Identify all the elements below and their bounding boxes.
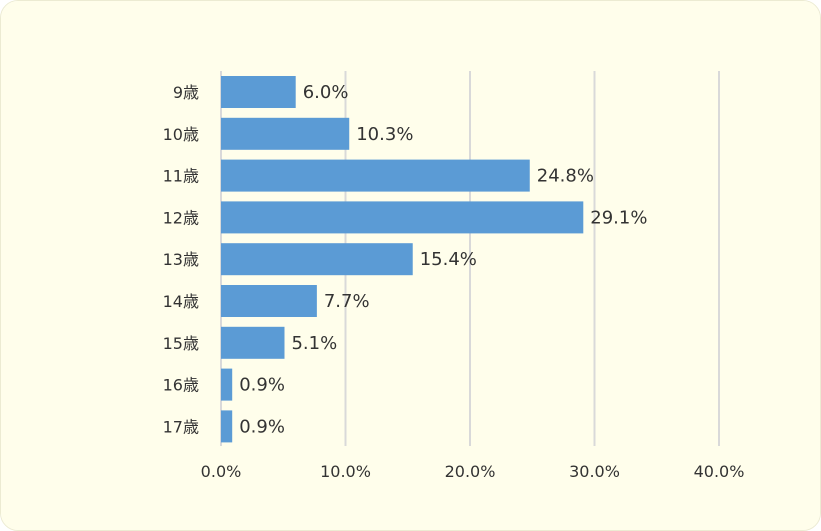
bar xyxy=(221,285,317,317)
category-labels: 9歳 10歳 11歳 12歳 13歳 14歳 15歳 16歳 17歳 xyxy=(163,83,199,436)
category-label: 9歳 xyxy=(173,83,199,102)
x-tick-label: 40.0% xyxy=(694,462,745,481)
x-tick-label: 0.0% xyxy=(201,462,242,481)
data-label: 7.7% xyxy=(324,291,370,312)
x-tick-label: 30.0% xyxy=(569,462,620,481)
category-label: 11歳 xyxy=(163,167,199,186)
data-label: 5.1% xyxy=(291,333,337,354)
x-axis-tick-labels: 0.0% 10.0% 20.0% 30.0% 40.0% xyxy=(201,462,745,481)
category-label: 15歳 xyxy=(163,334,199,353)
bar xyxy=(221,159,530,192)
x-tick-label: 20.0% xyxy=(445,462,496,481)
bar xyxy=(221,243,413,276)
data-label: 24.8% xyxy=(537,166,594,187)
category-label: 14歳 xyxy=(163,292,199,311)
bar xyxy=(221,76,296,108)
category-label: 13歳 xyxy=(163,250,199,269)
data-label: 10.3% xyxy=(356,124,413,145)
category-label: 10歳 xyxy=(163,125,199,144)
bar xyxy=(221,368,233,401)
bar xyxy=(221,201,584,234)
data-labels: 6.0% 10.3% 24.8% 29.1% 15.4% 7.7% 5.1% 0.9% 0.9% xyxy=(239,82,647,437)
data-label: 0.9% xyxy=(239,416,285,437)
data-label: 0.9% xyxy=(239,375,285,396)
x-tick-label: 10.0% xyxy=(320,462,371,481)
category-label: 16歳 xyxy=(163,376,199,395)
category-label: 17歳 xyxy=(163,417,199,436)
bar xyxy=(221,326,285,359)
bar xyxy=(221,117,350,150)
data-label: 15.4% xyxy=(420,249,477,270)
data-label: 29.1% xyxy=(590,207,647,228)
bar xyxy=(221,410,233,443)
bars xyxy=(221,76,584,443)
data-label: 6.0% xyxy=(303,82,349,103)
category-label: 12歳 xyxy=(163,208,199,227)
